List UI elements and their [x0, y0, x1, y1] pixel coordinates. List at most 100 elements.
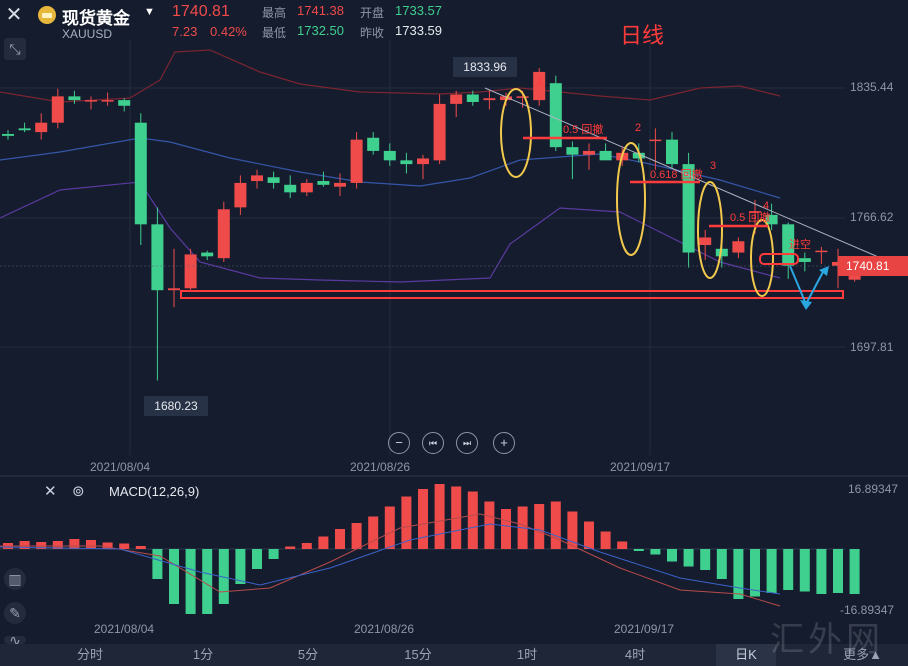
current-price-tag: 1740.81: [838, 256, 908, 276]
macd-bar: [816, 549, 827, 594]
candle-body: [51, 96, 64, 123]
candle: [2, 130, 14, 140]
macd-bar: [716, 549, 727, 579]
arrow-head-down: [800, 300, 812, 310]
macd-bar: [617, 541, 628, 549]
candle-body: [400, 160, 413, 165]
macd-dif-line: [0, 513, 781, 607]
candle-body: [533, 71, 546, 101]
candle: [666, 132, 678, 168]
indicator-tool-icon[interactable]: ▥: [4, 568, 26, 590]
macd-bar: [733, 549, 744, 599]
zoom-in-button[interactable]: +: [493, 432, 515, 454]
macd-bar: [69, 539, 80, 549]
chevron-down-icon[interactable]: ▼: [144, 6, 155, 18]
tab-daily[interactable]: 日K: [716, 644, 776, 666]
candle: [682, 152, 695, 268]
macd-min-label: -16.89347: [840, 603, 895, 617]
wave-label-4: 4: [763, 200, 770, 212]
zoom-out-button[interactable]: −: [388, 432, 410, 454]
candle-body: [699, 237, 712, 246]
scroll-start-button[interactable]: ⏮: [422, 432, 444, 454]
tab-4hour[interactable]: 4时: [624, 647, 646, 662]
candle: [798, 252, 811, 272]
arrow-head-up: [819, 266, 829, 276]
macd-bar: [401, 496, 412, 549]
tab-5min[interactable]: 5分: [297, 647, 319, 662]
prev-close-value: 1733.59: [395, 23, 442, 38]
candle-body: [666, 139, 678, 165]
kline-chart[interactable]: [0, 0, 908, 644]
wave-ellipse-4: [750, 219, 774, 297]
high-label: 最高: [262, 6, 287, 20]
candle-body: [599, 150, 612, 161]
candle: [400, 152, 413, 174]
macd-bar: [268, 549, 279, 559]
wave-ellipse-2: [616, 142, 646, 256]
macd-bar: [19, 541, 30, 549]
candle: [549, 75, 562, 151]
candle: [251, 169, 263, 189]
candle: [383, 143, 396, 166]
wave-label-2: 2: [635, 122, 642, 134]
candle-body: [732, 241, 745, 253]
candle-body: [649, 139, 662, 142]
candle: [134, 113, 147, 246]
macd-bar: [119, 543, 130, 549]
more-button[interactable]: 更多▲: [843, 647, 882, 662]
macd-bar: [235, 549, 246, 584]
open-label: 开盘: [360, 6, 385, 20]
macd-bar: [135, 546, 146, 549]
period-title: 日线: [620, 23, 665, 48]
candle-body: [682, 164, 695, 253]
pencil-icon[interactable]: ✎: [4, 602, 26, 624]
macd-bar: [169, 549, 179, 604]
candle-body: [151, 224, 164, 291]
candle: [466, 90, 479, 106]
date-label-3: 2021/09/17: [610, 460, 671, 474]
line-tool-icon[interactable]: ∿: [4, 633, 26, 647]
settings-icon[interactable]: ⊚: [72, 483, 85, 500]
candle-body: [234, 182, 247, 208]
macd-bar: [102, 542, 113, 549]
macd-bar: [650, 549, 661, 555]
candle-body: [433, 103, 446, 161]
candle: [417, 154, 429, 180]
candle: [483, 90, 496, 110]
price-axis-label-top: 1835.44: [850, 80, 894, 94]
wave-ellipse-3: [697, 181, 723, 279]
tab-1hour[interactable]: 1时: [516, 647, 538, 662]
wave-label-3: 3: [710, 160, 717, 172]
candle: [433, 94, 446, 165]
candle: [300, 179, 313, 197]
date-label-1: 2021/08/04: [90, 460, 151, 474]
candle-body: [798, 258, 811, 262]
candle-body: [18, 128, 31, 131]
close-indicator-icon[interactable]: ✕: [44, 483, 57, 500]
macd-bar: [700, 549, 711, 570]
trend-line: [484, 87, 891, 263]
macd-bar: [633, 549, 644, 551]
candle-body: [765, 214, 778, 225]
candle: [566, 141, 579, 180]
tab-intraday[interactable]: 分时: [76, 647, 103, 662]
lower-band-line: [0, 181, 781, 283]
candle-body: [417, 158, 429, 165]
scroll-end-button[interactable]: ⏭: [456, 432, 478, 454]
price-change: 7.23: [172, 24, 198, 39]
collapse-icon[interactable]: ⤡: [4, 38, 26, 60]
candle-body: [715, 248, 728, 257]
candle: [317, 171, 330, 187]
candle-body: [184, 254, 197, 289]
candle: [350, 132, 363, 189]
last-price: 1740.81: [172, 3, 230, 20]
tab-15min[interactable]: 15分: [404, 647, 432, 662]
candle: [450, 90, 463, 118]
candle: [732, 237, 745, 259]
candle-body: [251, 175, 263, 182]
symbol-name[interactable]: 现货黄金: [62, 9, 130, 28]
candle: [583, 143, 595, 170]
tab-1min[interactable]: 1分: [192, 647, 214, 662]
open-value: 1733.57: [395, 3, 442, 18]
close-icon[interactable]: ✕: [5, 4, 23, 26]
